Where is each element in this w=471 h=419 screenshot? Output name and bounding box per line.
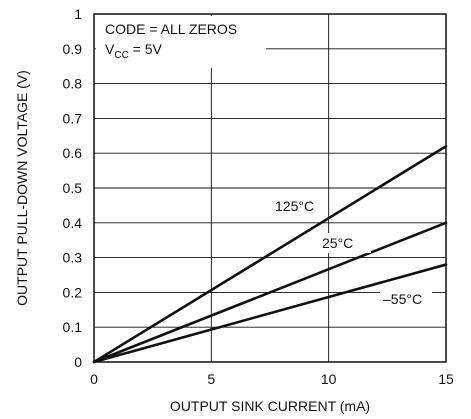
y-tick-label: 0.2 [63, 284, 83, 300]
annotation-box: CODE = ALL ZEROS VCC = 5V [96, 16, 266, 68]
annotation-vcc-suffix: = 5V [129, 41, 163, 57]
y-tick-label: 0.3 [63, 250, 83, 266]
series-lines [92, 144, 448, 364]
series-label-background [380, 289, 432, 309]
x-tick-label: 10 [321, 371, 337, 387]
annotation-vcc-subscript: CC [114, 50, 128, 61]
y-tick-label: 0.9 [63, 41, 83, 57]
y-tick-labels: 0 0.1 0.2 0.3 0.4 0.5 0.6 0.7 0.8 0.9 1 [63, 6, 83, 370]
x-axis-label: OUTPUT SINK CURRENT (mA) [170, 398, 370, 414]
series-line [92, 221, 448, 364]
series-label-background [319, 233, 371, 253]
annotation-code-text: CODE = ALL ZEROS [105, 21, 237, 37]
y-tick-label: 0.1 [63, 319, 83, 335]
y-tick-label: 0.6 [63, 145, 83, 161]
x-tick-label: 5 [207, 371, 215, 387]
y-tick-label: 1 [74, 6, 82, 22]
annotation-background [96, 16, 266, 68]
series-label: 25°C [322, 235, 353, 251]
y-tick-label: 0.5 [63, 180, 83, 196]
series-line [92, 144, 448, 364]
annotation-vcc-prefix: V [105, 41, 115, 57]
series-line [92, 263, 448, 364]
y-tick-label: 0.4 [63, 215, 83, 231]
series-label: –55°C [383, 291, 422, 307]
series-label: 125°C [275, 198, 314, 214]
y-tick-label: 0 [74, 354, 82, 370]
annotation-vcc-text: VCC = 5V [105, 41, 163, 61]
series-labels: 125°C 25°C –55°C [275, 198, 432, 309]
y-tick-label: 0.8 [63, 76, 83, 92]
x-tick-label: 15 [438, 371, 454, 387]
grid [94, 14, 446, 362]
y-axis-label: OUTPUT PULL-DOWN VOLTAGE (V) [14, 70, 30, 306]
x-tick-label: 0 [90, 371, 98, 387]
plot-frame [93, 13, 447, 363]
x-tick-labels: 0 5 10 15 [90, 371, 454, 387]
y-tick-label: 0.7 [63, 110, 83, 126]
